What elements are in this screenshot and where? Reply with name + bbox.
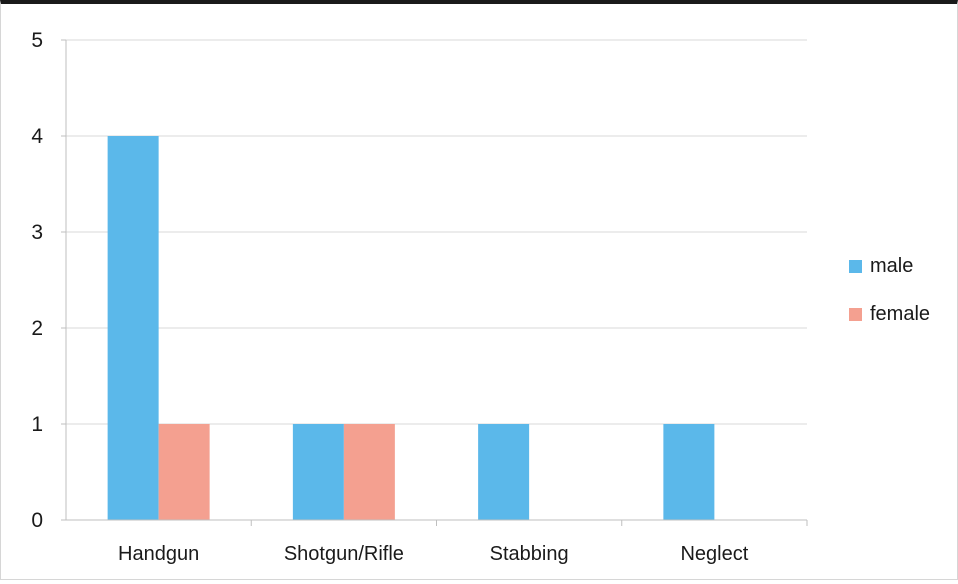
bar-female-shotgun-rifle <box>343 424 395 520</box>
y-tick-label: 3 <box>31 221 43 244</box>
gridlines <box>66 39 807 425</box>
bar-chart: 0 1 2 3 4 5 Handgun Shotgun/Rifle Stabbing Negle… <box>31 29 930 565</box>
y-tick-label: 4 <box>31 125 43 148</box>
legend: male female <box>849 255 930 325</box>
legend-swatch-male <box>849 260 862 273</box>
axes <box>61 39 808 526</box>
legend-label-male: male <box>870 255 913 277</box>
bar-male-shotgun-rifle <box>292 424 344 520</box>
bar-female-handgun <box>158 424 210 520</box>
bar-male-neglect <box>663 424 715 520</box>
bars <box>107 136 715 520</box>
bar-male-stabbing <box>478 424 530 520</box>
y-tick-label: 1 <box>31 413 43 436</box>
legend-swatch-female <box>849 308 862 321</box>
y-tick-label: 5 <box>31 29 43 52</box>
x-tick-label: Stabbing <box>490 543 569 565</box>
bar-male-handgun <box>107 136 159 520</box>
y-tick-label: 2 <box>31 317 43 340</box>
y-tick-label: 0 <box>31 509 43 532</box>
x-tick-label: Handgun <box>118 543 199 565</box>
x-tick-label: Neglect <box>680 543 748 565</box>
legend-label-female: female <box>870 303 930 325</box>
x-tick-labels: Handgun Shotgun/Rifle Stabbing Neglect <box>118 543 749 565</box>
y-tick-labels: 0 1 2 3 4 5 <box>31 29 43 532</box>
x-tick-label: Shotgun/Rifle <box>284 543 404 565</box>
